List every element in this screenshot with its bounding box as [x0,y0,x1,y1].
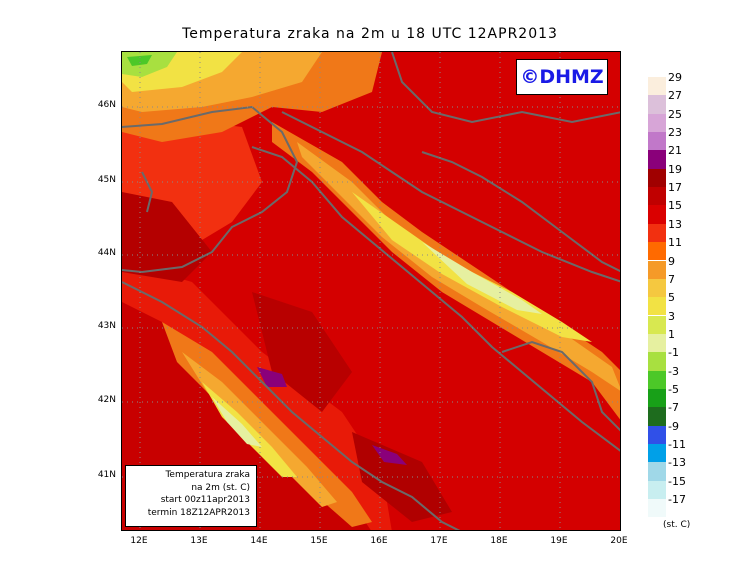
legend-label: 11 [668,236,682,250]
lon-label-16e: 16E [370,536,388,546]
legend-swatch [648,444,666,463]
legend-label: -13 [668,456,686,470]
legend-swatch [648,132,666,151]
legend-swatch [648,352,666,371]
info-line-3: start 00z11apr2013 [160,495,250,505]
legend-unit: (st. C) [663,520,691,530]
legend-swatch [648,480,666,499]
legend-label: 19 [668,162,682,176]
lat-label-42n: 42N [97,395,116,405]
legend-label: 7 [668,272,675,286]
legend-swatch [648,187,666,206]
legend-label: -5 [668,382,679,396]
info-line-4: termin 18Z12APR2013 [147,507,250,518]
legend-label: 13 [668,217,682,231]
legend-label: -9 [668,419,679,433]
legend-swatch [648,150,666,169]
lat-label-44n: 44N [97,248,116,258]
legend-swatch [648,370,666,389]
legend-label: -3 [668,364,679,378]
legend-label: -11 [668,438,686,451]
legend-swatch [648,333,666,353]
legend-label: -1 [668,346,679,360]
legend-swatch [648,205,666,224]
legend-label: 27 [668,89,682,103]
legend-label: 21 [668,144,682,158]
legend-swatch [648,242,666,261]
legend-label: 15 [668,199,682,213]
legend-label: -17 [668,493,686,507]
legend-label: 1 [668,327,675,341]
legend-swatch [648,297,666,316]
legend-swatch [648,77,666,96]
legend-swatch [648,407,666,426]
lon-label-19e: 19E [550,536,568,546]
lon-label-17e: 17E [430,536,448,546]
lon-label-12e: 12E [130,536,148,546]
legend-swatch [648,499,666,518]
legend-swatch [648,462,666,481]
info-line-2: na 2m (st. C) [191,482,250,493]
legend-swatch [648,388,666,408]
legend-label: -7 [668,401,679,415]
legend-label: 5 [668,291,675,305]
lat-label-46n: 46N [97,100,116,110]
legend-swatch [648,223,666,243]
legend-swatch [648,278,666,298]
info-box: Temperatura zraka na 2m (st. C) start 00… [125,465,257,527]
legend-label: 25 [668,107,682,121]
legend-label: 23 [668,126,682,140]
lat-label-45n: 45N [97,175,116,185]
legend-label: 9 [668,254,675,268]
legend-label: 29 [668,71,682,84]
lon-label-18e: 18E [490,536,508,546]
legend-swatch [648,95,666,114]
lon-label-15e: 15E [310,536,328,546]
lon-label-13e: 13E [190,536,208,546]
legend-swatch [648,168,666,188]
legend-swatch [648,260,666,279]
legend-swatch [648,113,666,132]
lat-label-43n: 43N [97,321,116,331]
legend-swatch [648,425,666,444]
legend-label: 17 [668,181,682,195]
info-line-1: Temperatura zraka [165,470,250,480]
dhmz-logo: ©DHMZ [516,59,608,95]
legend-label: -15 [668,474,686,488]
lon-label-14e: 14E [250,536,268,546]
legend-label: 3 [668,309,675,323]
map-title: Temperatura zraka na 2m u 18 UTC 12APR20… [182,26,558,42]
lon-label-20e: 20E [610,536,628,546]
temperature-field [122,52,620,530]
legend-swatch [648,315,666,334]
temperature-map: ©DHMZ Temperatura zraka na 2m (st. C) st… [121,51,621,531]
lat-label-41n: 41N [97,470,116,480]
